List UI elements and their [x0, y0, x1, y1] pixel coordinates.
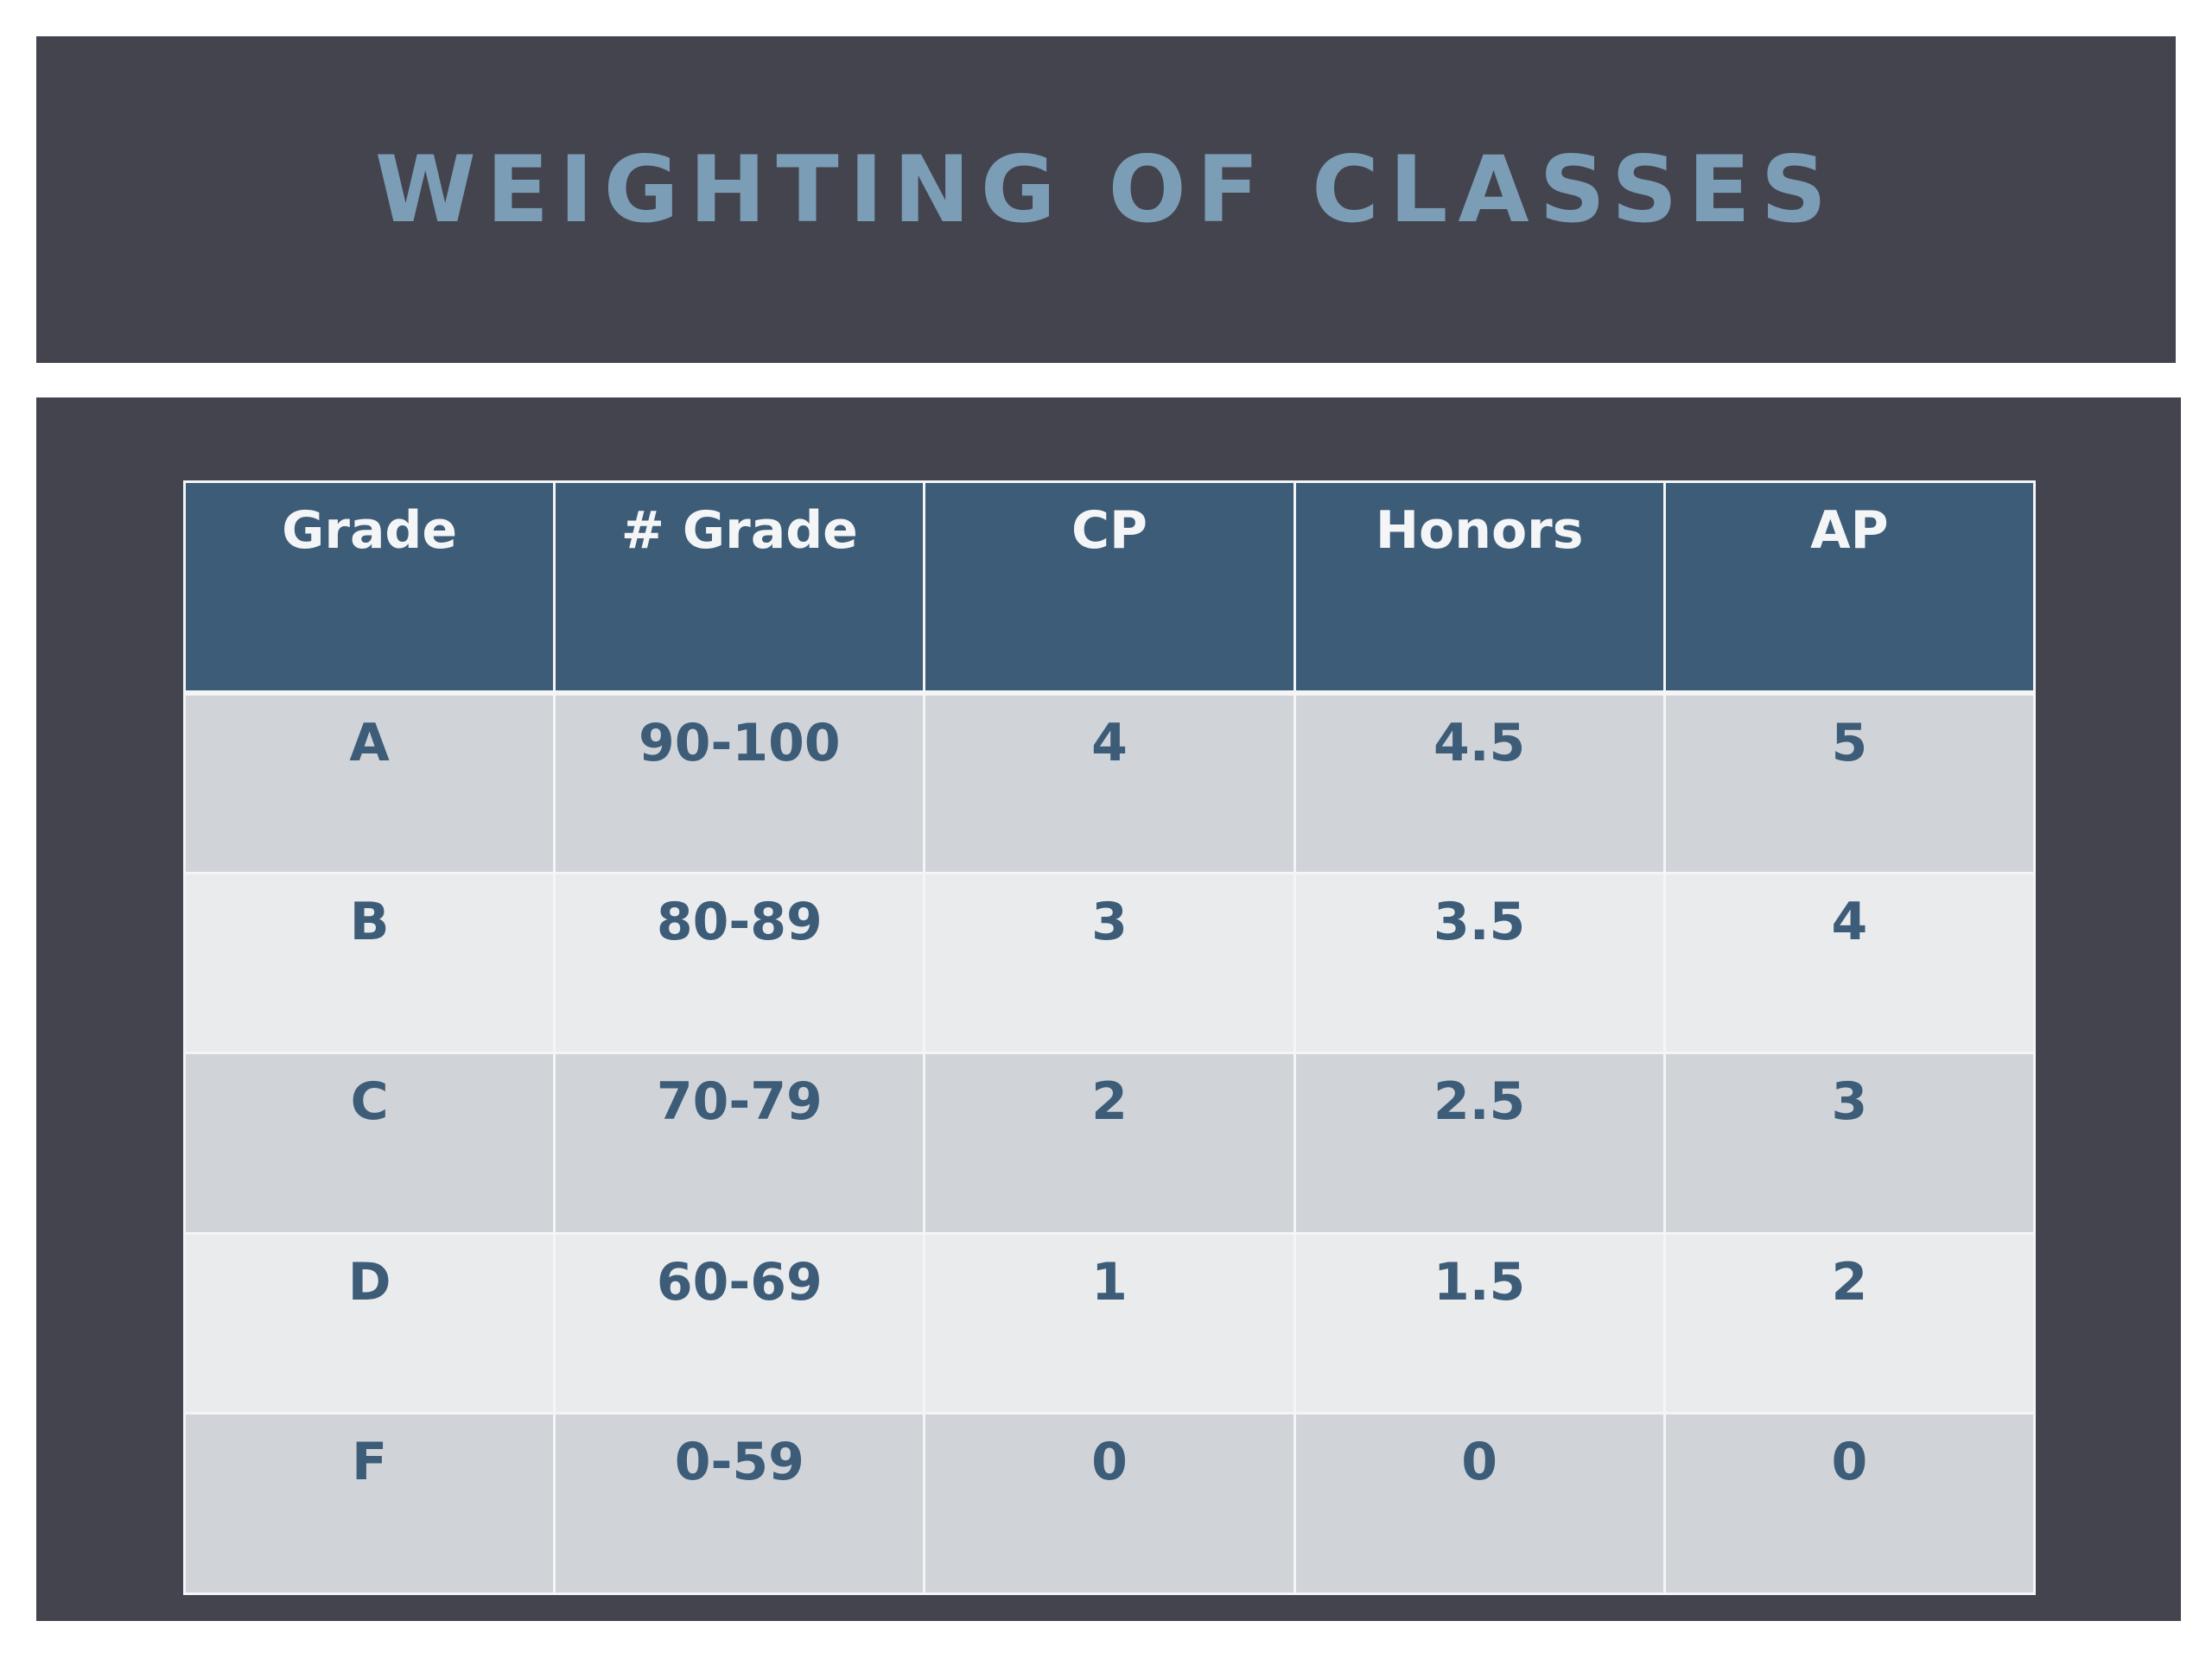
title-banner: Weighting of Classes [36, 36, 2176, 363]
cell-cp: 3 [923, 871, 1296, 1055]
header-ap: AP [1662, 480, 2037, 694]
header-cp: CP [923, 480, 1296, 694]
cell-cp: 1 [923, 1231, 1296, 1415]
cell-grade: C [182, 1052, 556, 1235]
cell-cp: 2 [923, 1052, 1296, 1235]
table-row: C 70-79 2 2.5 3 [182, 1052, 2037, 1235]
cell-ap: 0 [1662, 1412, 2037, 1595]
header-grade: Grade [182, 480, 556, 694]
header-number-grade: # Grade [553, 480, 926, 694]
cell-ap: 3 [1662, 1052, 2037, 1235]
cell-cp: 0 [923, 1412, 1296, 1595]
cell-cp: 4 [923, 691, 1296, 874]
cell-grade: F [182, 1412, 556, 1595]
cell-grade: B [182, 871, 556, 1055]
cell-honors: 0 [1293, 1412, 1666, 1595]
cell-ap: 2 [1662, 1231, 2037, 1415]
cell-number-grade: 0-59 [553, 1412, 926, 1595]
cell-grade: A [182, 691, 556, 874]
cell-honors: 4.5 [1293, 691, 1666, 874]
cell-number-grade: 80-89 [553, 871, 926, 1055]
table-row: B 80-89 3 3.5 4 [182, 871, 2037, 1055]
table-row: A 90-100 4 4.5 5 [182, 691, 2037, 874]
cell-honors: 1.5 [1293, 1231, 1666, 1415]
cell-number-grade: 70-79 [553, 1052, 926, 1235]
grade-weighting-table: Grade # Grade CP Honors AP A 90-100 4 4.… [182, 480, 2037, 1595]
cell-number-grade: 60-69 [553, 1231, 926, 1415]
cell-number-grade: 90-100 [553, 691, 926, 874]
table-row: D 60-69 1 1.5 2 [182, 1231, 2037, 1415]
cell-ap: 5 [1662, 691, 2037, 874]
cell-honors: 2.5 [1293, 1052, 1666, 1235]
content-panel: Grade # Grade CP Honors AP A 90-100 4 4.… [36, 397, 2181, 1621]
cell-grade: D [182, 1231, 556, 1415]
slide-title: Weighting of Classes [374, 136, 1838, 243]
table-row: F 0-59 0 0 0 [182, 1412, 2037, 1595]
cell-ap: 4 [1662, 871, 2037, 1055]
table-header-row: Grade # Grade CP Honors AP [182, 480, 2037, 694]
header-honors: Honors [1293, 480, 1666, 694]
cell-honors: 3.5 [1293, 871, 1666, 1055]
